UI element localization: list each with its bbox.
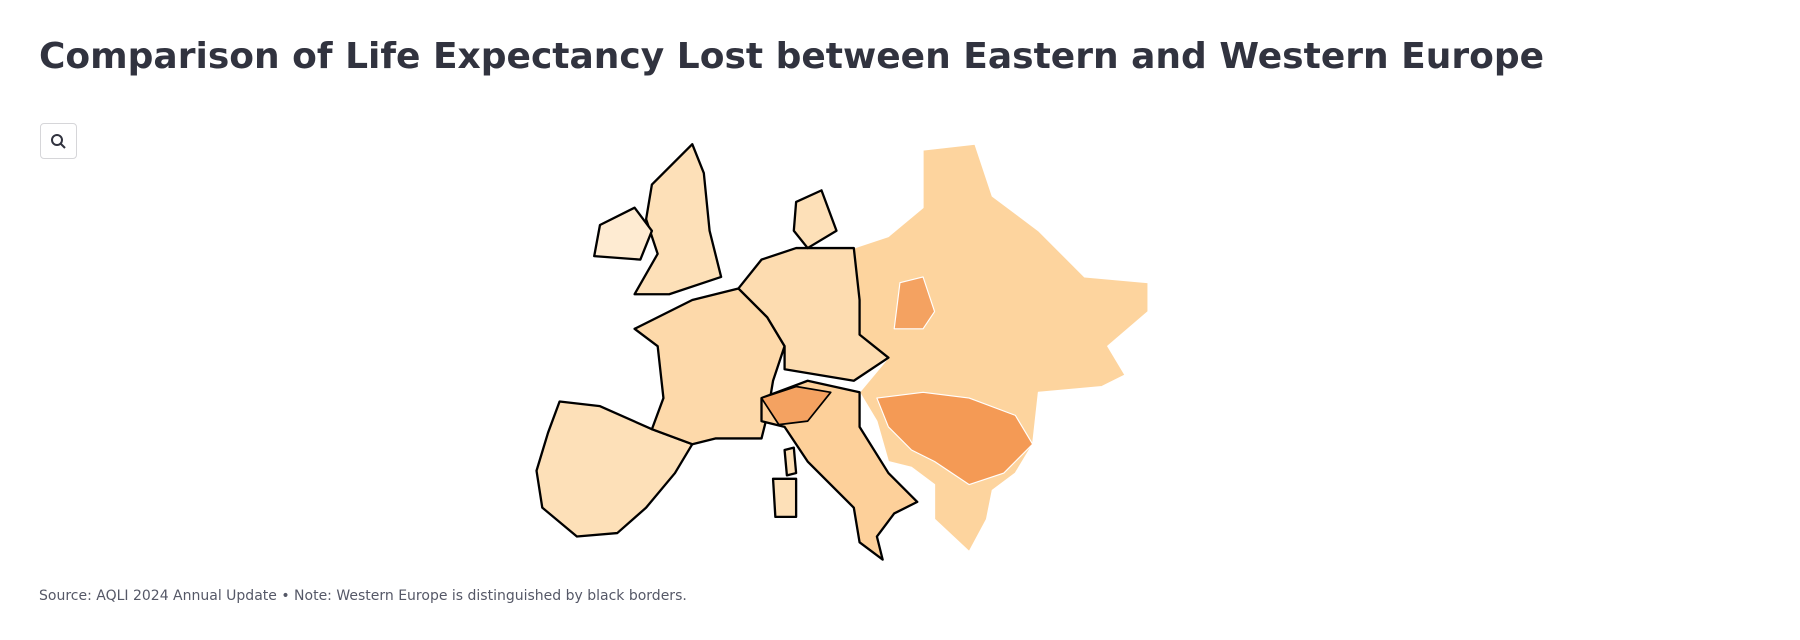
italy [760, 379, 919, 561]
balkans-hotspot [876, 391, 1034, 486]
ireland [593, 206, 654, 261]
icon-handle [60, 143, 66, 149]
central-west [737, 246, 890, 382]
map-regions [535, 143, 1149, 561]
sardinia [771, 477, 798, 519]
corsica [783, 446, 798, 477]
po-valley-hotspot [760, 385, 832, 426]
eastern-hotspot [893, 276, 936, 330]
source-note: Source: AQLI 2024 Annual Update • Note: … [39, 588, 687, 604]
denmark [792, 189, 838, 250]
europe-map [535, 143, 1149, 561]
search-button[interactable] [40, 123, 77, 159]
search-icon [51, 134, 66, 149]
great-britain [633, 143, 723, 296]
icon-lens [51, 134, 63, 146]
iberia [535, 400, 694, 538]
page-title: Comparison of Life Expectancy Lost betwe… [39, 36, 1545, 77]
